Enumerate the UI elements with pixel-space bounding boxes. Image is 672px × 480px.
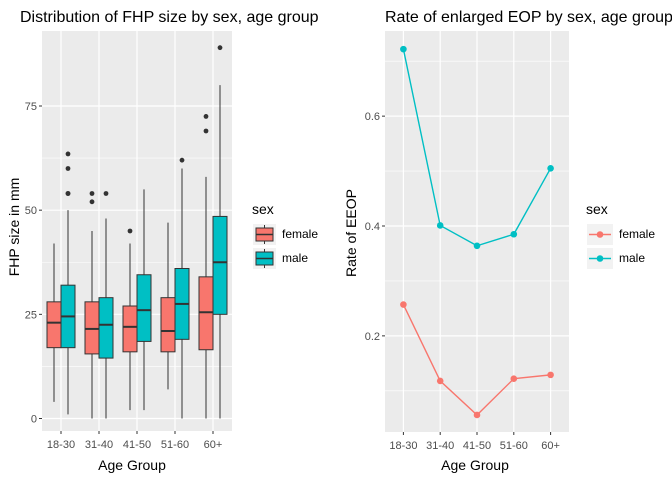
grid-lines xyxy=(385,31,569,432)
legend: sex female male xyxy=(252,201,318,269)
x-tick-label: 60+ xyxy=(541,440,560,452)
legend-label-female: female xyxy=(619,227,655,241)
outlier-point xyxy=(203,128,209,134)
x-tick-label: 51-60 xyxy=(161,439,189,451)
x-tick-label: 51-60 xyxy=(500,440,528,452)
line-marks xyxy=(400,45,554,419)
data-point-female xyxy=(510,375,518,383)
data-point-male xyxy=(510,230,518,238)
x-axis-label: Age Group xyxy=(98,457,166,473)
x-tick-labels: 18-30 31-40 41-50 51-60 60+ xyxy=(389,432,560,452)
legend-key-point xyxy=(596,231,604,238)
legend-key-female xyxy=(587,224,613,245)
data-point-male xyxy=(436,222,444,229)
legend-key-female xyxy=(253,224,276,245)
outlier-point xyxy=(89,191,95,196)
box-male-60+ xyxy=(212,45,228,419)
legend-label-male: male xyxy=(619,251,645,265)
legend: sex female male xyxy=(586,201,655,269)
data-point-female xyxy=(436,377,444,385)
grid-lines xyxy=(42,31,232,431)
y-tick-label: 0 xyxy=(31,414,37,426)
box-body xyxy=(160,297,176,353)
fhp-boxplot-chart: 0 25 50 75 18-30 31-40 41-50 51-60 60+ Distribu… xyxy=(6,9,319,473)
y-tick-label: 0.6 xyxy=(365,111,380,123)
legend-title: sex xyxy=(252,201,274,217)
x-tick-label: 18-30 xyxy=(47,439,75,451)
data-point-female xyxy=(473,411,481,419)
x-tick-label: 60+ xyxy=(204,439,223,451)
data-point-female xyxy=(400,301,407,308)
legend-title: sex xyxy=(586,201,608,217)
y-tick-labels: 0.2 0.4 0.6 xyxy=(365,111,385,343)
x-tick-label: 41-50 xyxy=(463,440,491,452)
box-female-18-30 xyxy=(46,243,62,402)
legend-key-male xyxy=(587,248,613,269)
outlier-point xyxy=(89,199,95,205)
x-tick-label: 18-30 xyxy=(389,440,417,452)
outlier-point xyxy=(203,114,209,119)
outlier-point xyxy=(127,228,133,234)
legend-label-male: male xyxy=(282,251,308,265)
outlier-point xyxy=(65,151,71,157)
x-tick-label: 41-50 xyxy=(123,439,151,451)
eeop-line-chart: 0.2 0.4 0.6 18-30 31-40 41-50 51-60 60+ Rate o… xyxy=(343,9,672,473)
legend-key-male xyxy=(253,248,276,269)
y-axis-label: FHP size in mm xyxy=(6,178,22,277)
legend-label-female: female xyxy=(282,227,318,241)
box-male-51-60 xyxy=(174,157,190,419)
legend-key-point xyxy=(596,255,604,262)
outlier-point xyxy=(103,191,109,196)
outlier-point xyxy=(65,191,71,196)
x-tick-label: 31-40 xyxy=(85,439,113,451)
outlier-point xyxy=(65,166,71,171)
box-body xyxy=(122,305,138,353)
box-body xyxy=(98,297,114,359)
x-tick-labels: 18-30 31-40 41-50 51-60 60+ xyxy=(47,431,222,451)
box-body xyxy=(84,301,100,355)
y-tick-label: 25 xyxy=(25,309,37,321)
y-axis-label: Rate of EEOP xyxy=(343,189,359,277)
box-body xyxy=(46,301,62,349)
box-female-31-40 xyxy=(84,191,100,419)
x-tick-label: 31-40 xyxy=(426,440,454,452)
box-body xyxy=(136,274,152,342)
legend-keys xyxy=(587,224,613,269)
y-tick-label: 0.2 xyxy=(365,331,380,343)
box-female-41-50 xyxy=(122,228,138,411)
data-point-male xyxy=(400,45,407,53)
box-male-31-40 xyxy=(98,191,114,419)
data-point-female xyxy=(547,371,554,379)
outlier-point xyxy=(217,45,223,51)
box-body xyxy=(198,276,214,351)
box-male-18-30 xyxy=(60,151,76,415)
data-point-male xyxy=(547,165,554,172)
y-tick-labels: 0 25 50 75 xyxy=(25,101,42,426)
y-tick-label: 0.4 xyxy=(365,221,380,233)
chart-title: Rate of enlarged EOP by sex, age group xyxy=(385,9,672,26)
data-point-male xyxy=(473,242,481,250)
y-tick-label: 75 xyxy=(25,101,37,113)
outlier-point xyxy=(179,157,185,163)
box-male-41-50 xyxy=(136,189,152,411)
box-marks xyxy=(46,45,228,419)
legend-keys xyxy=(253,224,276,269)
box-female-60+ xyxy=(198,114,214,419)
x-axis-label: Age Group xyxy=(441,457,509,473)
chart-title: Distribution of FHP size by sex, age gro… xyxy=(20,9,319,26)
box-body xyxy=(212,215,228,315)
y-tick-label: 50 xyxy=(25,205,37,217)
